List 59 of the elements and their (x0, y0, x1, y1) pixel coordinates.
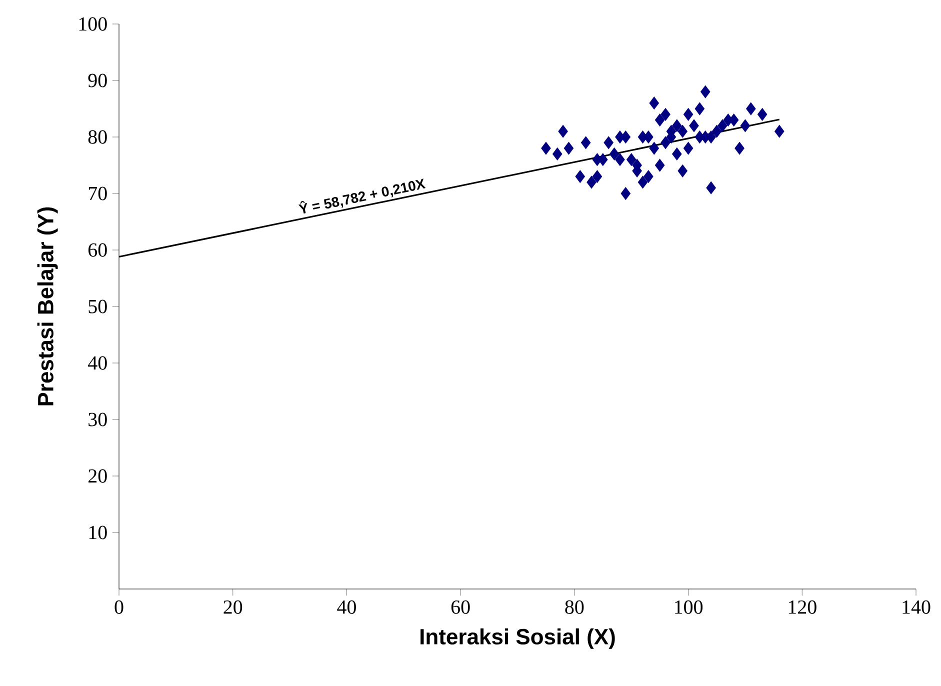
y-axis-title: Prestasi Belajar (Y) (37, 207, 58, 406)
point (746, 102, 756, 116)
point (604, 136, 614, 150)
x-tick-label: 0 (114, 600, 124, 614)
annotation: Ŷ = 58,782 + 0,210X (298, 178, 426, 214)
point (672, 119, 682, 132)
point (626, 153, 636, 166)
x-tick-label: 100 (675, 600, 703, 614)
point (660, 108, 670, 121)
point (689, 119, 699, 132)
point (694, 102, 705, 116)
y-tick-label: 20 (88, 469, 107, 483)
y-tick-label: 30 (88, 412, 107, 426)
point (740, 119, 750, 132)
point (678, 124, 688, 138)
point (757, 108, 768, 121)
point (649, 142, 660, 155)
point (706, 181, 716, 194)
point (644, 170, 654, 183)
point (678, 164, 688, 178)
x-tick-label: 60 (451, 600, 470, 614)
x-tick-label: 80 (565, 600, 584, 614)
point (552, 148, 562, 160)
point (700, 85, 710, 98)
y-tick-label: 50 (88, 300, 107, 314)
point (558, 124, 568, 138)
point (541, 142, 551, 155)
x-tick-label: 120 (788, 600, 816, 614)
point (672, 148, 682, 160)
point (620, 187, 631, 200)
point (683, 108, 694, 121)
point (609, 148, 620, 160)
y-tick-label: 80 (88, 130, 107, 144)
point (683, 142, 694, 155)
point (654, 114, 665, 126)
point (564, 142, 574, 155)
point (586, 176, 596, 189)
point (592, 170, 602, 183)
point (615, 153, 625, 166)
y-tick-label: 60 (88, 243, 107, 257)
y-tick-label: 90 (88, 74, 107, 88)
point (660, 136, 670, 150)
y-tick-label: 70 (88, 186, 107, 200)
y-tick-label: 40 (88, 356, 107, 370)
y-tick-label: 100 (79, 17, 107, 31)
point (575, 170, 585, 183)
point (734, 142, 744, 155)
point (712, 124, 722, 138)
x-tick-label: 140 (902, 600, 930, 614)
point (718, 119, 728, 132)
point (580, 136, 591, 150)
x-axis-title: Interaksi Sosial (X) (420, 628, 615, 649)
point (638, 176, 648, 189)
y-tick-label: 10 (89, 526, 107, 540)
point (654, 158, 665, 172)
x-tick-label: 40 (337, 600, 356, 614)
point (649, 96, 660, 110)
point (774, 124, 784, 138)
x-tick-label: 20 (224, 600, 242, 614)
